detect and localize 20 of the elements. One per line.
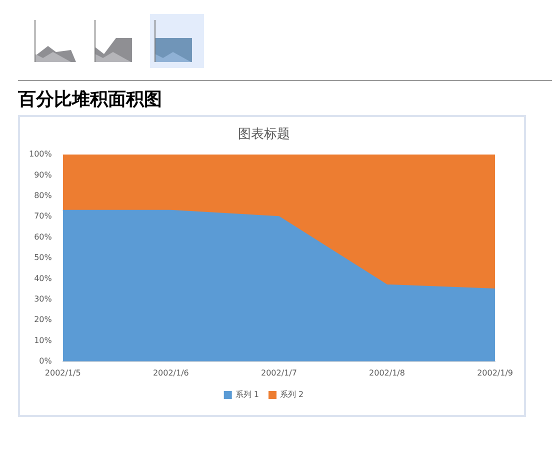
y-tick-label: 10% [34,336,52,345]
y-tick-label: 60% [34,232,52,242]
x-tick-label: 2002/1/5 [44,368,81,378]
chart-subtitle: 图表标题 [238,127,290,142]
legend-label: 系列 2 [280,390,304,400]
y-tick-label: 100% [28,150,52,159]
y-tick-label: 30% [34,294,52,304]
x-tick-label: 2002/1/7 [260,368,297,378]
y-tick-label: 20% [34,315,52,324]
x-tick-label: 2002/1/9 [477,368,514,378]
y-tick-label: 50% [34,253,52,262]
x-tick-label: 2002/1/8 [369,368,405,378]
y-tick-label: 0% [39,356,52,366]
y-tick-label: 70% [34,212,52,221]
y-tick-label: 80% [34,191,52,200]
chart-title: 百分比堆积面积图 [18,88,163,111]
y-tick-label: 90% [34,170,52,180]
x-tick-label: 2002/1/6 [152,368,189,378]
legend-label: 系列 1 [235,390,260,400]
y-tick-label: 40% [34,274,52,283]
